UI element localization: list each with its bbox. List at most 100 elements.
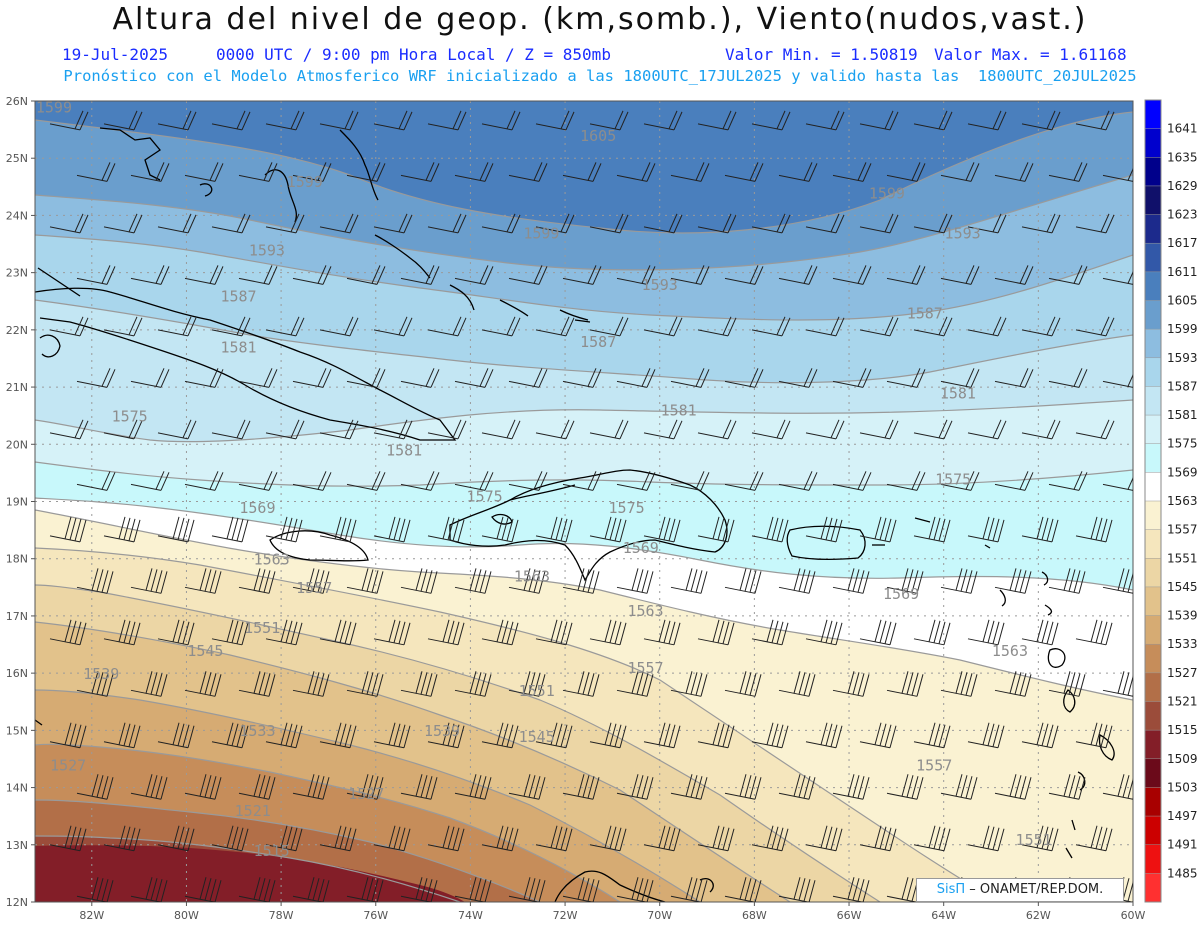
contour-label: 1545 [187, 642, 223, 660]
wind-barb [562, 368, 602, 388]
wind-barb [913, 722, 951, 749]
credit-text: – ONAMET/REP.DOM. [965, 882, 1104, 897]
colorbar-swatch [1145, 157, 1161, 187]
wind-barb [697, 825, 735, 852]
wind-barb [724, 671, 762, 697]
wind-barb [1021, 825, 1059, 852]
contour-label: 1593 [642, 276, 678, 294]
wind-barb [1021, 213, 1061, 234]
wind-barb [346, 162, 386, 182]
wind-barb [157, 316, 197, 337]
wind-barb [832, 368, 872, 388]
subtitle-min: Valor Min. = 1.50819 [725, 45, 918, 64]
wind-barb [238, 162, 278, 182]
wind-barb [292, 265, 332, 285]
contour-label: 1587 [907, 304, 943, 322]
wind-barb [292, 671, 330, 697]
wind-barb [130, 671, 168, 697]
wind-barb [76, 162, 116, 182]
wind-barb [778, 774, 816, 800]
wind-barb [481, 110, 521, 131]
wind-barb [670, 471, 710, 491]
wind-barb [49, 722, 87, 749]
wind-barb [940, 265, 980, 285]
colorbar-label: 1641 [1167, 122, 1198, 136]
contour-label-layer: 1599 1605 1599 1599 1599 1593 1593 1593 1587 1587… [36, 98, 1052, 860]
wind-barb [859, 516, 897, 543]
colorbar-swatch [1145, 586, 1161, 617]
band-1563 [35, 498, 1133, 700]
colorbar-label: 1497 [1167, 809, 1198, 823]
wind-barb [913, 316, 953, 337]
wind-barb [1075, 213, 1115, 234]
wind-barb [265, 213, 305, 234]
wind-barb [535, 722, 573, 749]
wind-barb [1075, 825, 1113, 852]
lat-label: 14N [6, 782, 28, 795]
map-title: Altura del nivel de geop. (km,somb.), Vi… [112, 2, 1088, 37]
wind-barb [913, 110, 953, 131]
wind-barb [1021, 110, 1061, 131]
wind-barb [76, 568, 114, 594]
wind-barb [238, 671, 276, 697]
axis-ticks: 26N 25N 24N 23N 22N 21N 20N 19N 18N 17N 16N 15N 14N 1… [6, 95, 1146, 922]
wind-barb [292, 774, 330, 800]
wind-barb [454, 671, 492, 697]
wind-barb [454, 774, 492, 800]
wind-barb [832, 877, 870, 902]
lat-label: 15N [6, 724, 28, 737]
wind-barb [427, 213, 467, 234]
colorbar-swatch [1145, 529, 1161, 559]
wind-barb [400, 568, 438, 594]
wind-barb [481, 419, 521, 440]
wind-barb [238, 471, 278, 491]
wind-barb [346, 368, 386, 388]
wind-barb [697, 213, 737, 234]
wind-barb [103, 110, 143, 131]
band-1605 [35, 101, 1133, 233]
wind-barb [454, 162, 494, 182]
wind-barb [319, 619, 357, 646]
wind-barb [886, 368, 926, 388]
colorbar-label: 1533 [1167, 637, 1198, 651]
wind-barb [859, 722, 897, 749]
wind-barb [562, 471, 602, 491]
wind-barb [805, 419, 845, 440]
wind-barb [589, 316, 629, 337]
wind-barb [292, 568, 330, 594]
wind-barb [319, 516, 357, 543]
colorbar-label: 1545 [1167, 580, 1198, 594]
wind-barb [508, 368, 548, 388]
band-1521 [35, 800, 540, 902]
wind-barb [76, 265, 116, 285]
wind-barb [1048, 671, 1086, 697]
wind-barb [751, 619, 789, 646]
wind-barb [724, 774, 762, 800]
wind-barb [319, 722, 357, 749]
colorbar-label: 1587 [1167, 379, 1198, 393]
wind-barb [292, 368, 332, 388]
contour-label: 1581 [940, 385, 976, 403]
contour-label: 1581 [386, 442, 422, 460]
wind-barb [1021, 516, 1059, 543]
wind-barb [886, 471, 926, 491]
wind-barb [130, 471, 170, 491]
colorbar-swatch [1145, 214, 1161, 244]
colorbar-label: 1611 [1167, 265, 1198, 279]
contour-label: 1551 [244, 619, 280, 637]
wind-barb [643, 213, 683, 234]
colorbar-label: 1593 [1167, 351, 1198, 365]
contour-label: 1563 [992, 642, 1028, 660]
colorbar-swatch [1145, 243, 1161, 273]
colorbar-swatch [1145, 415, 1161, 445]
wind-barb [157, 722, 195, 749]
wind-barb [508, 471, 548, 491]
wind-barb [670, 774, 708, 800]
colorbar-label: 1509 [1167, 752, 1198, 766]
wind-barb [76, 877, 114, 902]
wind-barb [373, 516, 411, 543]
contour-label: 1557 [627, 659, 663, 677]
colorbar-label: 1521 [1167, 695, 1198, 709]
wind-barb [400, 671, 438, 697]
